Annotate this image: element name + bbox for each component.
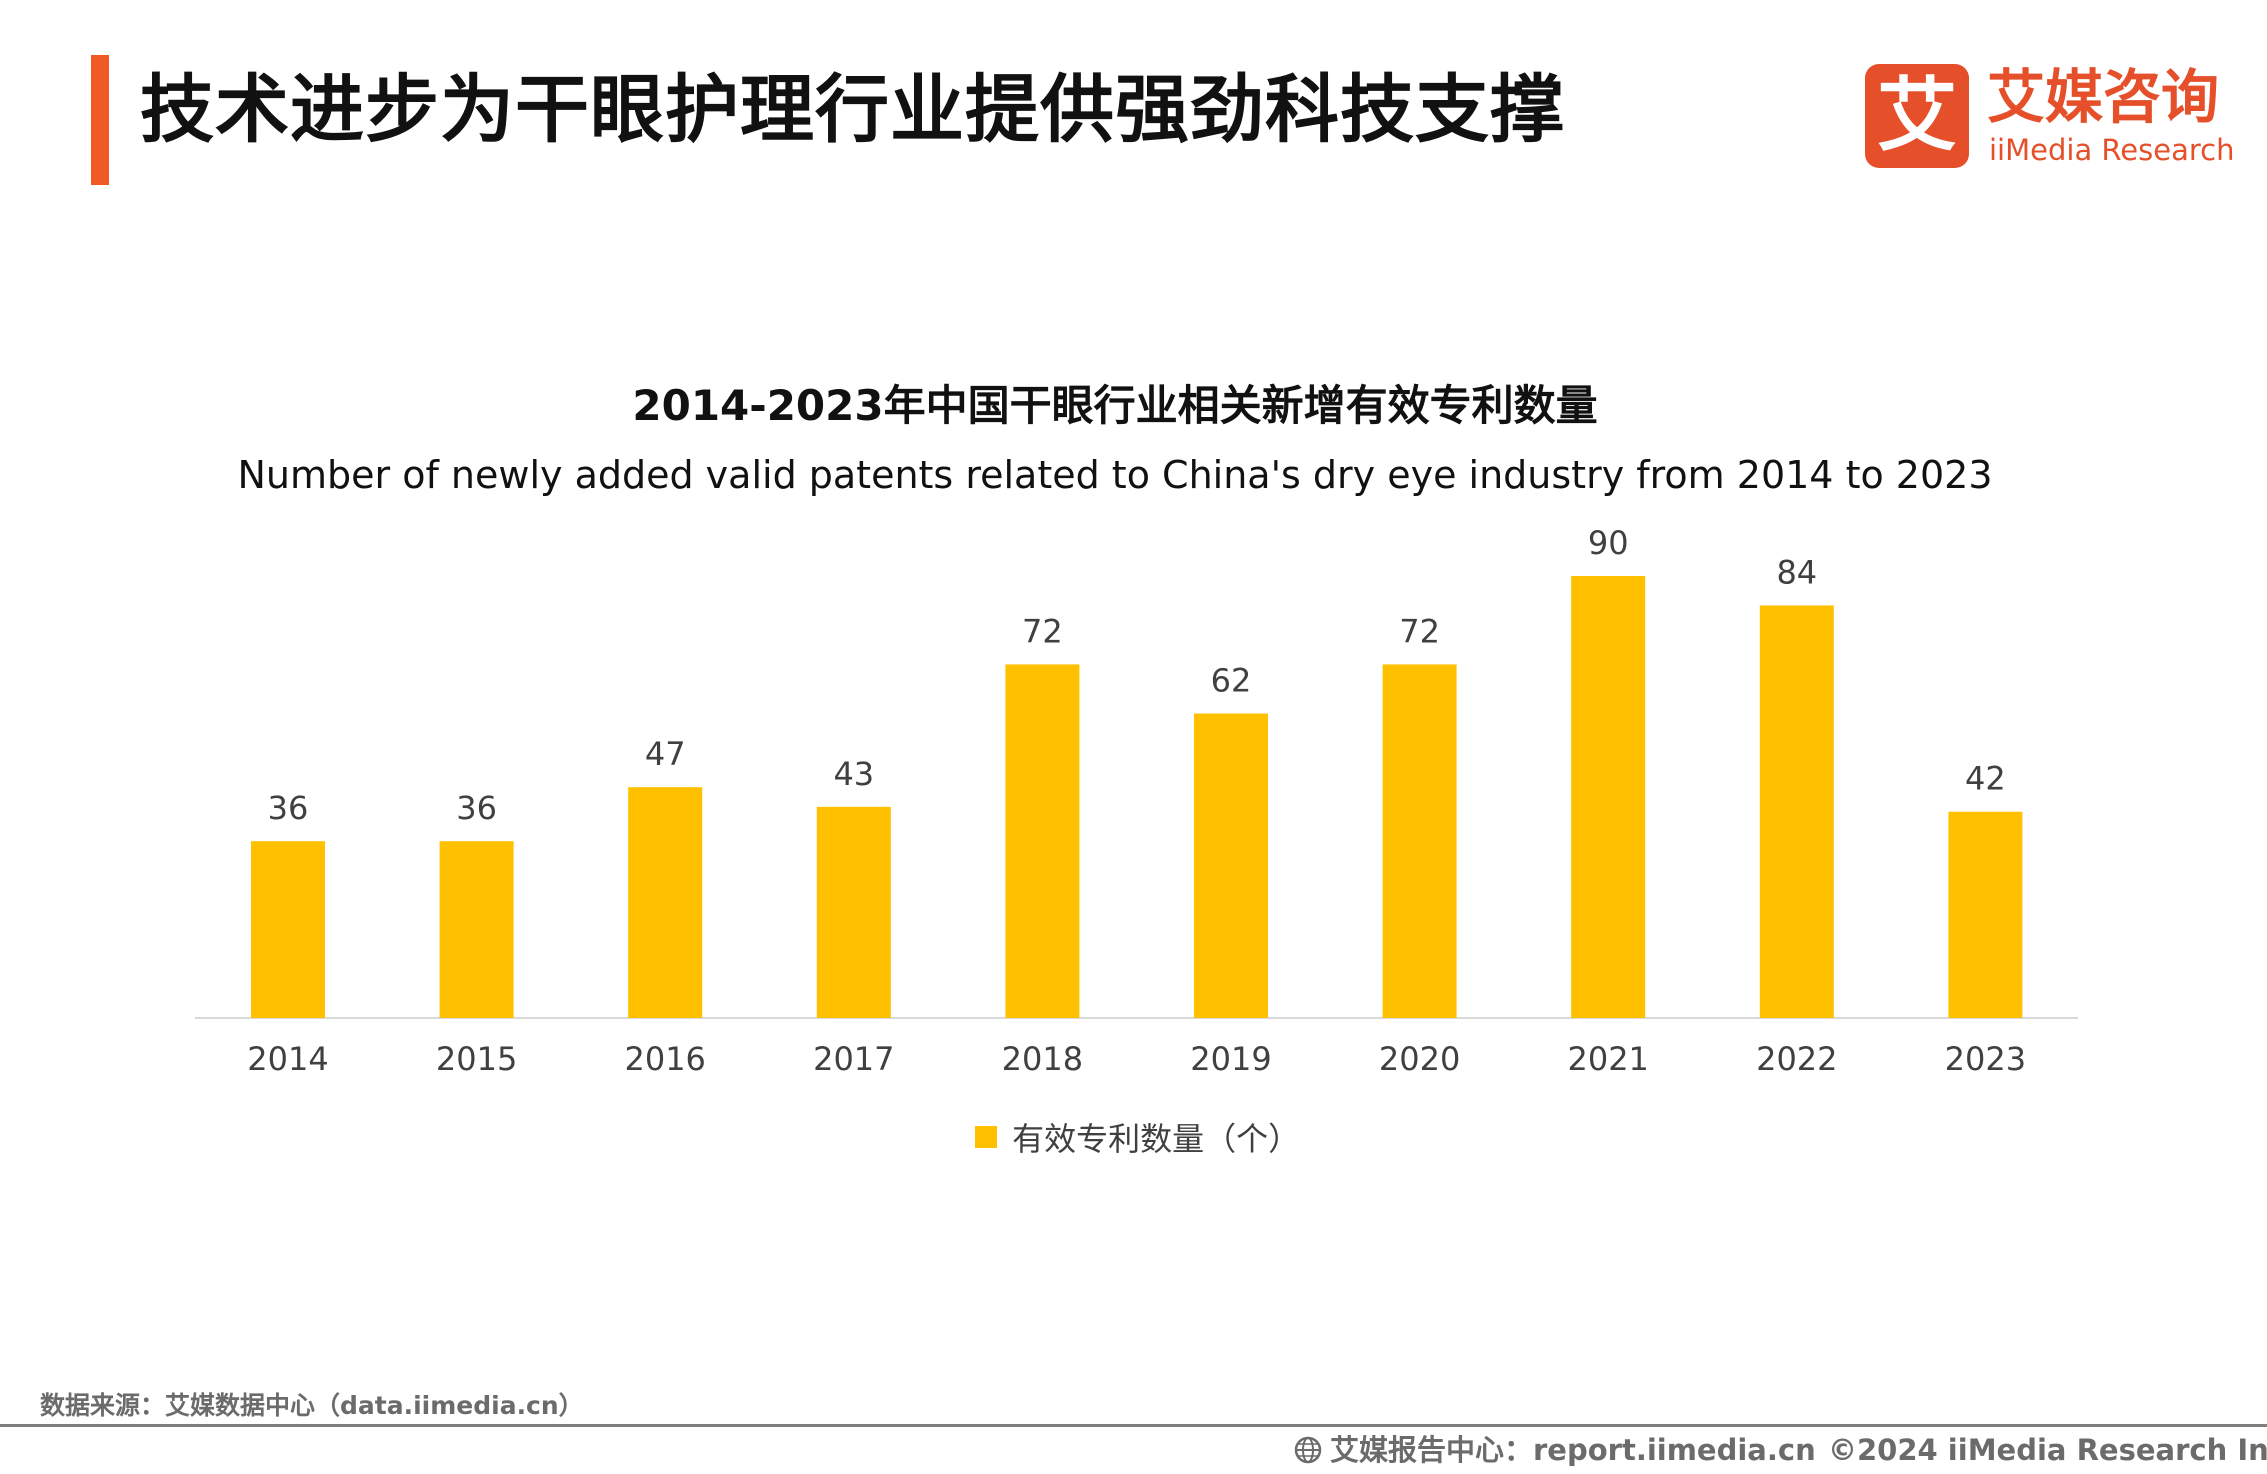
- brand-mark-icon: 艾: [1865, 64, 1969, 168]
- bar-2018[interactable]: [1005, 664, 1080, 1018]
- data-label-2018: 72: [1022, 612, 1063, 650]
- page-title: 技术进步为干眼护理行业提供强劲科技支撑: [140, 67, 1565, 153]
- x-tick-label-2020: 2020: [1379, 1040, 1460, 1078]
- x-tick-label-2021: 2021: [1567, 1040, 1648, 1078]
- data-label-2022: 84: [1776, 553, 1817, 591]
- data-label-2023: 42: [1965, 760, 2006, 798]
- x-tick-label-2018: 2018: [1002, 1040, 1083, 1078]
- footer-copyright: ©2024 iiMedia Research Inc: [1828, 1433, 2267, 1467]
- bar-2017[interactable]: [816, 806, 891, 1018]
- x-tick-label-2016: 2016: [624, 1040, 705, 1078]
- globe-icon: [1294, 1436, 1322, 1464]
- data-label-2016: 47: [645, 735, 686, 773]
- footer-divider: [0, 1424, 2267, 1427]
- bar-2019[interactable]: [1194, 713, 1268, 1018]
- data-label-2019: 62: [1211, 662, 1252, 700]
- chart-legend: 有效专利数量（个）: [975, 1114, 1300, 1158]
- x-tick-label-2014: 2014: [247, 1040, 328, 1078]
- footer-report-text: 艾媒报告中心：report.iimedia.cn: [1330, 1433, 1816, 1467]
- data-label-2017: 43: [833, 755, 874, 793]
- data-label-2015: 36: [456, 789, 497, 827]
- data-label-2021: 90: [1588, 524, 1629, 562]
- bar-2023[interactable]: [1948, 811, 2023, 1018]
- title-accent-bar: [91, 55, 109, 185]
- data-source: 数据来源：艾媒数据中心（data.iimedia.cn）: [40, 1391, 584, 1420]
- bar-2015[interactable]: [439, 841, 514, 1018]
- bar-2014[interactable]: [251, 841, 325, 1018]
- bar-2022[interactable]: [1759, 605, 1834, 1018]
- bar-2020[interactable]: [1382, 664, 1457, 1018]
- chart-subtitle: Number of newly added valid patents rela…: [237, 453, 1993, 497]
- x-tick-label-2015: 2015: [436, 1040, 517, 1078]
- bar-2016[interactable]: [628, 787, 703, 1018]
- data-label-2020: 72: [1399, 612, 1440, 650]
- legend-swatch: [975, 1126, 997, 1148]
- x-tick-label-2019: 2019: [1190, 1040, 1271, 1078]
- brand-logo[interactable]: 艾 艾媒咨询 iiMedia Research: [1865, 62, 2234, 172]
- x-tick-label-2023: 2023: [1945, 1040, 2026, 1078]
- data-label-2014: 36: [268, 789, 309, 827]
- bar-2021[interactable]: [1571, 576, 1646, 1018]
- chart-title: 2014-2023年中国干眼行业相关新增有效专利数量: [632, 381, 1598, 430]
- legend-label: 有效专利数量（个）: [1012, 1120, 1301, 1158]
- brand-name-cn: 艾媒咨询: [1987, 63, 2220, 131]
- x-tick-label-2017: 2017: [813, 1040, 894, 1078]
- x-tick-label-2022: 2022: [1756, 1040, 1837, 1078]
- footer-report-link[interactable]: 艾媒报告中心：report.iimedia.cn: [1294, 1432, 1816, 1468]
- brand-name-en: iiMedia Research: [1989, 133, 2235, 167]
